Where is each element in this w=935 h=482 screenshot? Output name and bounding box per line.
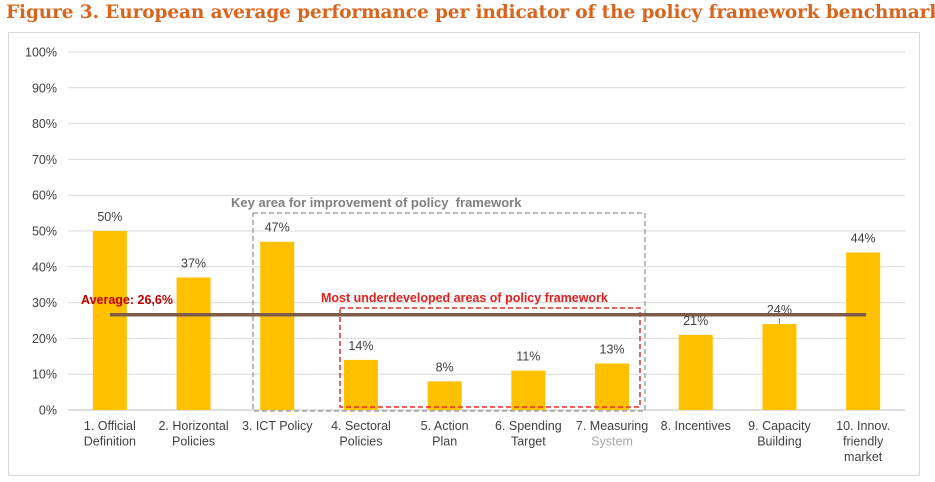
annotations: Key area for improvement of policy frame…	[81, 195, 866, 412]
data-label: 50%	[97, 210, 122, 224]
x-tick-label: 4. Sectoral	[331, 419, 391, 433]
data-label: 44%	[851, 231, 876, 245]
data-label: 13%	[600, 342, 625, 356]
x-tick-label: 7. Measuring	[576, 419, 648, 433]
x-tick-label: System	[591, 435, 633, 449]
chart-frame	[8, 32, 920, 476]
bar	[678, 334, 713, 410]
underdeveloped-area-box	[339, 307, 641, 408]
y-tick-label: 90%	[32, 81, 57, 95]
x-tick-label: Policies	[172, 435, 215, 449]
x-tick-label: Plan	[432, 435, 457, 449]
x-tick-label: 6. Spending	[495, 419, 562, 433]
x-tick-label: 9. Capacity	[748, 419, 811, 433]
key-area-label: Key area for improvement of policy frame…	[231, 195, 522, 210]
x-tick-label: Building	[757, 435, 802, 449]
average-label: Average: 26,6%	[81, 293, 173, 307]
y-tick-label: 0%	[39, 404, 57, 418]
y-tick-label: 10%	[32, 368, 57, 382]
y-tick-label: 30%	[32, 296, 57, 310]
data-label: 8%	[436, 360, 454, 374]
data-label: 14%	[348, 339, 373, 353]
x-tick-label: 5. Action	[421, 419, 469, 433]
bar	[260, 241, 295, 410]
x-tick-label: 8. Incentives	[661, 419, 731, 433]
y-tick-label: 100%	[25, 46, 57, 60]
bar	[511, 370, 546, 410]
y-axis-ticks: 0% 10% 20% 30% 40% 50% 60% 70% 80% 90% 100%	[25, 46, 57, 418]
y-tick-label: 80%	[32, 117, 57, 131]
x-tick-label: 3. ICT Policy	[242, 419, 313, 433]
bar	[846, 252, 881, 410]
y-tick-label: 20%	[32, 332, 57, 346]
key-area-box	[252, 212, 646, 412]
x-tick-label: 2. Horizontal	[158, 419, 228, 433]
data-label: 47%	[265, 221, 290, 235]
x-tick-label: Definition	[84, 435, 136, 449]
bar	[176, 277, 211, 410]
y-tick-label: 50%	[32, 225, 57, 239]
x-tick-label: market	[844, 450, 883, 464]
x-tick-label: friendly	[843, 435, 884, 449]
bars	[92, 231, 881, 410]
bar	[92, 231, 127, 410]
x-axis-labels: 1. Official Definition 2. Horizontal Polici…	[84, 419, 890, 464]
underdeveloped-area-label: Most underdeveloped areas of policy fram…	[321, 291, 608, 305]
bar	[427, 381, 462, 410]
x-tick-label: 1. Official	[84, 419, 136, 433]
y-tick-label: 60%	[32, 189, 57, 203]
bar	[595, 363, 630, 410]
bar	[343, 359, 378, 410]
x-tick-label: 10. Innov.	[836, 419, 890, 433]
figure-title: Figure 3. European average performance p…	[6, 2, 935, 23]
data-label: 21%	[683, 314, 708, 328]
data-label: 37%	[181, 257, 206, 271]
y-tick-label: 70%	[32, 153, 57, 167]
y-tick-label: 40%	[32, 260, 57, 274]
x-tick-label: Target	[511, 435, 546, 449]
bar	[762, 324, 797, 410]
data-label: 11%	[516, 350, 540, 364]
x-tick-label: Policies	[339, 435, 382, 449]
